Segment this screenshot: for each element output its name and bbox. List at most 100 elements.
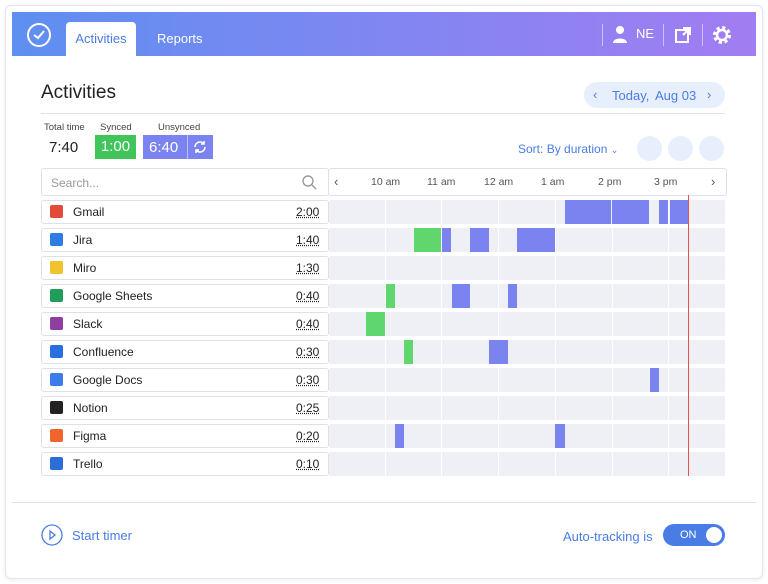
activity-row[interactable]: Confluence 0:30 <box>41 340 329 364</box>
synced-label: Synced <box>100 122 132 133</box>
grid-line <box>555 340 556 364</box>
timeline-row <box>329 312 725 336</box>
activity-block <box>508 284 517 308</box>
grid-line <box>441 424 442 448</box>
start-timer[interactable]: Start timer <box>72 528 132 543</box>
grid-line <box>498 368 499 392</box>
play-icon[interactable] <box>41 524 63 546</box>
scroll-right[interactable]: › <box>711 174 716 189</box>
activity-block <box>670 200 688 224</box>
top-bar: Activities Reports NE <box>12 12 756 56</box>
total-value: 7:40 <box>49 139 79 156</box>
duration: 0:30 <box>296 345 320 359</box>
activity-row[interactable]: Google Docs 0:30 <box>41 368 329 392</box>
activity-row[interactable]: Trello 0:10 <box>41 452 329 476</box>
app-name: Jira <box>73 233 93 247</box>
toggle[interactable]: ON <box>663 524 725 546</box>
activity-row[interactable]: Gmail 2:00 <box>41 200 329 224</box>
activity-block <box>442 228 451 252</box>
app-icon <box>50 289 63 302</box>
timeline-row <box>329 368 725 392</box>
grid-line <box>555 396 556 420</box>
divider <box>187 135 188 159</box>
separator <box>41 113 725 114</box>
activity-row[interactable]: Jira 1:40 <box>41 228 329 252</box>
user-initials[interactable]: NE <box>636 26 655 41</box>
grid-line <box>668 368 669 392</box>
grid-line <box>612 424 613 448</box>
duration: 2:00 <box>296 205 320 219</box>
grid-line <box>498 200 499 224</box>
grid-line <box>668 256 669 280</box>
grid-line <box>498 312 499 336</box>
activity-block <box>470 228 489 252</box>
grid-line <box>441 200 442 224</box>
grid-line <box>612 312 613 336</box>
grid-line <box>441 228 442 252</box>
grid-line <box>385 368 386 392</box>
grid-line <box>441 396 442 420</box>
activity-row[interactable]: Figma 0:20 <box>41 424 329 448</box>
divider <box>602 24 603 46</box>
grid-line <box>668 228 669 252</box>
grid-line <box>555 256 556 280</box>
app-icon <box>50 233 63 246</box>
grid-line <box>668 284 669 308</box>
timeline-row <box>329 228 725 252</box>
time-label: 11 am <box>427 176 456 188</box>
scroll-left[interactable]: ‹ <box>334 174 339 189</box>
grid-line <box>441 284 442 308</box>
timeline-row <box>329 284 725 308</box>
app-name: Confluence <box>73 345 134 359</box>
zoom-out[interactable] <box>668 136 693 161</box>
grid-line <box>555 200 556 224</box>
app-name: Miro <box>73 261 97 275</box>
activity-block <box>386 284 395 308</box>
time-label: 2 pm <box>598 176 622 188</box>
page-title: Activities <box>41 82 116 103</box>
app-name: Google Sheets <box>73 289 153 303</box>
tab-activities[interactable]: Activities <box>66 22 136 56</box>
activity-row[interactable]: Google Sheets 0:40 <box>41 284 329 308</box>
sort-label: Sort: <box>518 142 544 156</box>
zoom-fit[interactable] <box>699 136 724 161</box>
search-icon <box>302 175 317 190</box>
activity-row[interactable]: Slack 0:40 <box>41 312 329 336</box>
grid-line <box>668 424 669 448</box>
grid-line <box>668 312 669 336</box>
sync-icon[interactable] <box>193 140 207 154</box>
auto-tracking-label: Auto-tracking is <box>563 529 653 544</box>
prev[interactable]: ‹ <box>593 87 598 102</box>
activity-row[interactable]: Miro 1:30 <box>41 256 329 280</box>
next[interactable]: › <box>707 87 712 102</box>
grid-line <box>668 340 669 364</box>
synced-value: 1:00 <box>95 135 136 159</box>
settings-icon[interactable] <box>711 24 733 46</box>
grid-line <box>555 312 556 336</box>
activity-block <box>659 200 668 224</box>
open-icon[interactable] <box>675 27 691 43</box>
tab-reports[interactable]: Reports <box>157 31 203 46</box>
duration: 0:40 <box>296 289 320 303</box>
duration: 0:20 <box>296 429 320 443</box>
grid-line <box>555 284 556 308</box>
duration: 0:30 <box>296 373 320 387</box>
unsynced-box[interactable]: 6:40 <box>143 135 213 159</box>
activity-block <box>555 424 565 448</box>
search-box[interactable]: Search... <box>41 168 329 196</box>
grid-line <box>612 284 613 308</box>
grid-line <box>612 452 613 476</box>
time-label: 1 am <box>541 176 565 188</box>
date-picker[interactable]: ‹ Today, Aug 03 › <box>584 82 725 108</box>
duration: 0:25 <box>296 401 320 415</box>
total-label: Total time <box>44 122 85 133</box>
activity-row[interactable]: Notion 0:25 <box>41 396 329 420</box>
zoom-in[interactable] <box>637 136 662 161</box>
grid-line <box>385 396 386 420</box>
app-name: Figma <box>73 429 107 443</box>
time-label: 12 am <box>484 176 514 188</box>
grid-line <box>441 368 442 392</box>
sort[interactable]: Sort: By duration ⌄ <box>518 142 618 156</box>
grid-line <box>612 396 613 420</box>
search-placeholder: Search... <box>51 176 100 190</box>
